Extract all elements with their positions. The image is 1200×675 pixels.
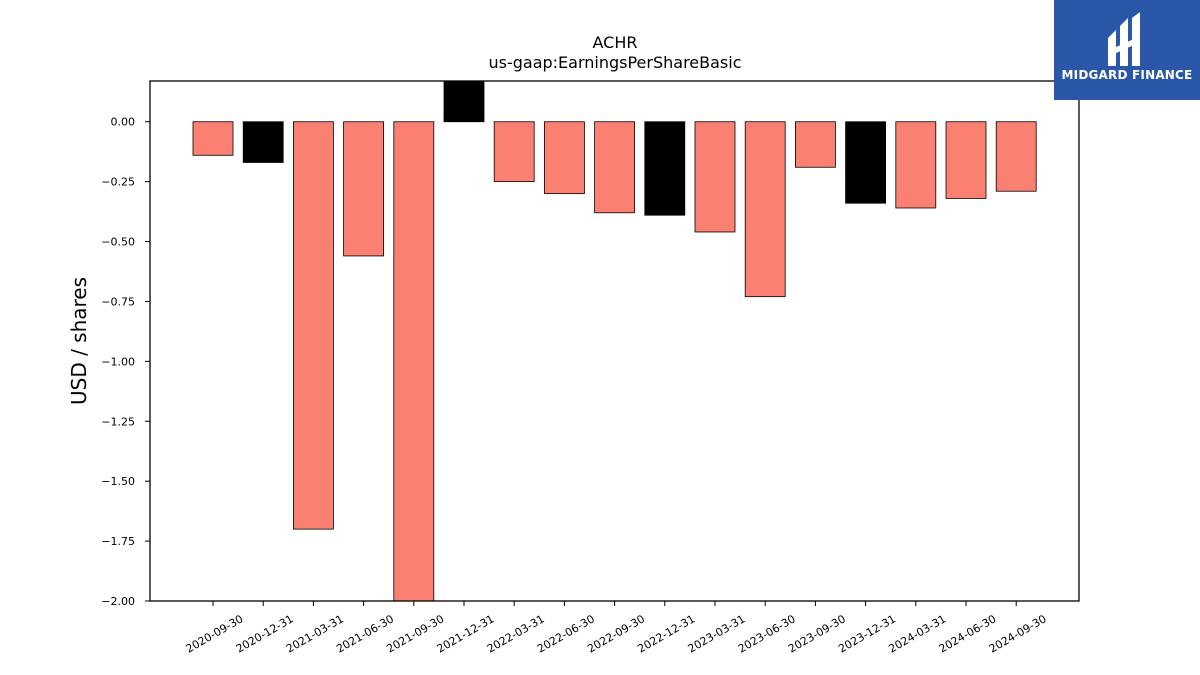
bar-2021-03-31	[292, 121, 334, 530]
y-tick-label: 0.00	[111, 116, 136, 129]
bar-2020-12-31	[242, 121, 284, 163]
midgard-logo-icon	[1108, 12, 1140, 66]
bar-2021-09-30	[393, 121, 435, 602]
midgard-finance-logo: MIDGARD FINANCE	[1054, 0, 1200, 100]
chart-title: ACHR	[593, 33, 638, 52]
bar-2024-09-30	[995, 121, 1037, 192]
y-tick-label: −1.25	[101, 415, 135, 428]
logo-text: MIDGARD FINANCE	[1061, 68, 1193, 82]
y-tick-label: −2.00	[101, 595, 135, 608]
bar-2022-06-30	[544, 121, 585, 195]
chart-subtitle: us-gaap:EarningsPerShareBasic	[488, 53, 741, 72]
bar-2022-12-31	[644, 121, 686, 216]
bar-2020-09-30	[192, 121, 234, 156]
bar-2023-09-30	[795, 121, 836, 168]
bar-2024-03-31	[895, 121, 937, 209]
y-axis-label: USD / shares	[67, 277, 91, 405]
bars-group	[192, 80, 1037, 602]
bar-2023-06-30	[744, 121, 786, 298]
x-tick-label: 2024-09-30	[987, 612, 1049, 655]
bar-2022-09-30	[594, 121, 635, 214]
y-tick-label: −1.00	[101, 355, 135, 368]
plot-frame	[149, 80, 1080, 602]
bar-2021-12-31	[443, 80, 485, 123]
bar-2024-06-30	[945, 121, 987, 199]
y-tick-label: −1.75	[101, 535, 135, 548]
y-tick-label: −0.75	[101, 295, 135, 308]
y-tick-label: −0.50	[101, 236, 135, 249]
y-tick-label: −1.50	[101, 475, 135, 488]
y-axis: 0.00 −0.25 −0.50 −0.75 −1.00 −1.25 −1.50 −1.75 −…	[101, 116, 150, 608]
y-tick-label: −0.25	[101, 176, 135, 189]
bar-2021-06-30	[343, 121, 385, 257]
x-axis: 2020-09-302020-12-312021-03-312021-06-30…	[184, 601, 1049, 656]
bar-2022-03-31	[493, 121, 535, 183]
bar-2023-03-31	[694, 121, 736, 233]
bar-2023-12-31	[845, 121, 886, 204]
